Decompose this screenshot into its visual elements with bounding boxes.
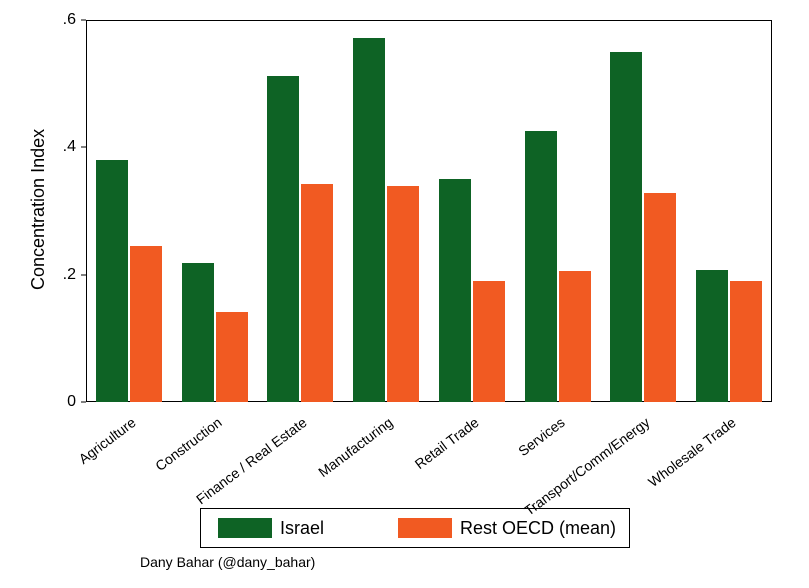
bar	[182, 263, 214, 402]
bar	[559, 271, 591, 402]
bar	[525, 131, 557, 402]
y-tick-label: .2	[63, 266, 76, 284]
legend-label: Israel	[280, 518, 324, 539]
bar	[130, 246, 162, 402]
chart-stage: Concentration Index Dany Bahar (@dany_ba…	[0, 0, 809, 588]
caption: Dany Bahar (@dany_bahar)	[140, 554, 315, 570]
bar	[473, 281, 505, 402]
bar	[216, 312, 248, 402]
y-tick-mark	[81, 274, 86, 275]
bar	[730, 281, 762, 402]
bar	[96, 160, 128, 402]
legend-label: Rest OECD (mean)	[460, 518, 616, 539]
legend-swatch	[398, 518, 452, 538]
bar	[610, 52, 642, 402]
bar	[439, 179, 471, 402]
bar	[644, 193, 676, 402]
y-axis-title: Concentration Index	[28, 129, 49, 290]
bar	[353, 38, 385, 402]
y-tick-mark	[81, 402, 86, 403]
y-tick-mark	[81, 147, 86, 148]
plot-area	[86, 20, 772, 402]
y-tick-label: 0	[67, 393, 76, 411]
bar	[301, 184, 333, 402]
legend-swatch	[218, 518, 272, 538]
y-tick-label: .6	[63, 11, 76, 29]
bar	[267, 76, 299, 402]
x-tick-label: Construction	[55, 414, 224, 547]
y-tick-label: .4	[63, 138, 76, 156]
y-tick-mark	[81, 20, 86, 21]
bar	[387, 186, 419, 402]
bar	[696, 270, 728, 402]
